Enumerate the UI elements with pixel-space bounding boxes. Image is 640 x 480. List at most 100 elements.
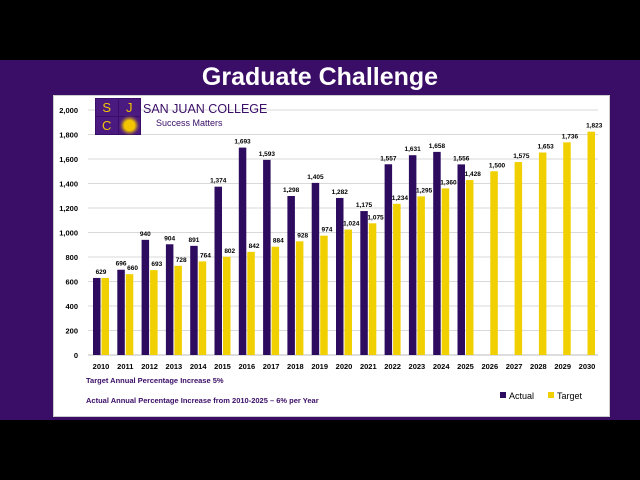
data-label: 891 [189,237,200,244]
y-tick-label: 1,000 [59,229,78,238]
bar-target [538,152,547,355]
data-label: 1,736 [562,133,579,140]
data-label: 1,693 [234,139,251,146]
bar-actual [141,239,150,355]
bar-target [393,203,401,355]
bar-target [271,246,280,355]
x-tick-label: 2025 [457,362,474,371]
bar-target [295,241,304,355]
data-label: 1,631 [405,146,422,153]
x-tick-label: 2019 [311,362,328,371]
bar-target [101,277,109,355]
data-label: 974 [322,227,333,234]
y-tick-label: 400 [65,302,78,311]
logo-letter: S [96,99,118,116]
data-label: 904 [164,235,175,242]
data-label: 1,658 [429,143,446,150]
bar-target [150,270,158,355]
logo-letter: J [118,99,140,116]
x-tick-label: 2018 [287,362,304,371]
legend-label: Target [557,391,583,401]
data-label: 693 [151,261,162,268]
bar-actual [311,182,320,355]
y-tick-label: 800 [65,253,78,262]
x-tick-label: 2014 [190,362,208,371]
x-tick-label: 2012 [141,362,158,371]
legend-swatch-actual [500,392,506,398]
y-tick-label: 1,200 [59,204,78,213]
x-tick-label: 2024 [433,362,451,371]
bar-target [368,223,377,355]
data-label: 660 [127,265,138,272]
x-tick-label: 2015 [214,362,231,371]
y-tick-label: 2,000 [59,106,78,115]
bar-actual [238,147,247,355]
x-tick-label: 2027 [506,362,523,371]
data-label: 1,024 [343,221,360,228]
data-label: 1,653 [538,144,555,151]
bar-target [587,131,595,355]
data-label: 1,557 [380,155,397,162]
target-note: Target Annual Percentage Increase 5% [86,376,224,385]
data-label: 764 [200,252,211,259]
data-label: 940 [140,231,151,238]
x-tick-label: 2028 [530,362,547,371]
bar-actual [214,186,222,355]
data-label: 802 [224,248,235,255]
x-tick-label: 2029 [554,362,571,371]
bar-target [441,188,450,355]
bar-actual [360,211,368,355]
data-label: 1,500 [489,162,506,169]
bar-target [417,196,425,355]
college-tagline: Success Matters [156,118,223,128]
data-label: 1,575 [513,153,530,160]
bar-target [563,142,571,355]
data-label: 884 [273,238,284,245]
y-tick-label: 1,600 [59,155,78,164]
legend-swatch-target [548,392,554,398]
legend-label: Actual [509,391,534,401]
data-label: 842 [249,243,260,250]
y-tick-label: 600 [65,278,78,287]
sun-icon [118,117,140,134]
bar-target [466,180,474,355]
x-tick-label: 2017 [263,362,280,371]
bar-actual [165,244,174,355]
data-label: 1,823 [586,123,603,130]
data-label: 1,593 [259,151,276,158]
bar-actual [457,164,465,355]
bar-actual [117,269,125,355]
bar-target [174,265,182,355]
data-label: 1,428 [465,171,482,178]
y-tick-label: 200 [65,327,78,336]
x-tick-label: 2020 [336,362,353,371]
bar-actual [408,155,417,355]
bar-target [198,261,207,355]
x-tick-label: 2011 [117,362,133,371]
data-label: 1,405 [307,174,324,181]
data-label: 1,282 [332,189,349,196]
x-tick-label: 2013 [166,362,183,371]
data-label: 1,360 [440,179,457,186]
college-logo: S J C [95,98,141,135]
x-tick-label: 2010 [93,362,110,371]
bar-actual [384,164,393,355]
bar-actual [93,277,101,355]
bar-actual [287,195,295,355]
data-label: 1,075 [367,214,384,221]
bar-target [514,162,523,355]
x-tick-label: 2030 [579,362,596,371]
data-label: 1,374 [210,178,227,185]
bar-target [223,256,231,355]
data-label: 1,295 [416,187,433,194]
bar-target [125,274,134,355]
y-tick-label: 1,800 [59,131,78,140]
data-label: 1,175 [356,202,373,209]
bar-actual [433,151,441,355]
x-tick-label: 2021 [360,362,377,371]
data-label: 629 [96,269,107,276]
data-label: 1,234 [392,195,409,202]
data-label: 928 [297,232,308,239]
x-tick-label: 2023 [409,362,426,371]
